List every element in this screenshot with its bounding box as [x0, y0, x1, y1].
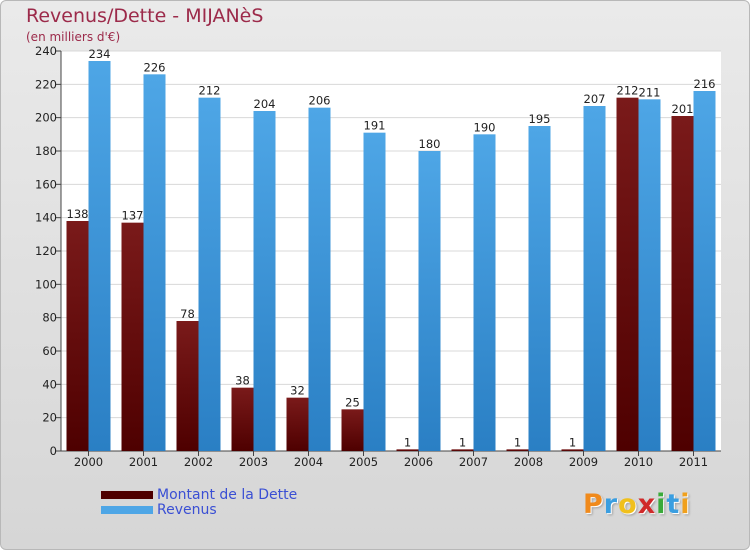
y-tick-label: 240 — [35, 44, 57, 58]
logo-letter: i — [680, 489, 691, 520]
bar-revenue — [528, 126, 551, 451]
y-tick-label: 140 — [35, 211, 57, 225]
data-label-revenue: 190 — [474, 120, 496, 134]
bar-revenue — [88, 61, 111, 451]
legend-swatch-debt — [101, 491, 153, 499]
data-label-debt: 1 — [404, 435, 411, 449]
data-label-revenue: 195 — [529, 112, 551, 126]
bar-debt — [561, 449, 584, 451]
legend-swatch-revenue — [101, 506, 153, 514]
data-label-debt: 201 — [672, 102, 694, 116]
data-label-revenue: 211 — [639, 85, 661, 99]
logo-letter: t — [666, 489, 681, 520]
legend-item-debt: Montant de la Dette — [101, 487, 297, 503]
bar-revenue — [198, 97, 221, 452]
data-label-debt: 212 — [617, 84, 639, 98]
x-tick-label: 2005 — [349, 455, 378, 469]
x-tick-label: 2011 — [679, 455, 708, 469]
data-label-revenue: 180 — [419, 137, 441, 151]
bar-debt — [451, 449, 474, 451]
chart-title: Revenus/Dette - MIJANèS — [26, 5, 264, 27]
data-label-debt: 25 — [345, 395, 360, 409]
data-label-revenue: 204 — [254, 97, 276, 111]
data-label-debt: 138 — [67, 207, 89, 221]
bar-debt — [176, 321, 199, 451]
y-tick-label: 180 — [35, 144, 57, 158]
y-tick-label: 200 — [35, 111, 57, 125]
bar-debt — [66, 221, 89, 451]
bar-revenue — [363, 132, 386, 451]
x-tick-label: 2002 — [184, 455, 213, 469]
bar-debt — [121, 222, 144, 451]
y-tick-label: 120 — [35, 244, 57, 258]
bar-revenue — [253, 111, 276, 451]
y-tick-label: 80 — [42, 311, 57, 325]
x-tick-label: 2001 — [129, 455, 158, 469]
bar-debt — [286, 397, 309, 451]
legend-item-revenue: Revenus — [101, 502, 217, 518]
logo-letter: x — [637, 489, 657, 520]
data-label-debt: 32 — [290, 384, 305, 398]
y-tick-label: 0 — [50, 444, 57, 458]
x-tick-label: 2006 — [404, 455, 433, 469]
bar-revenue — [143, 74, 166, 451]
logo-letter: i — [656, 489, 667, 520]
y-tick-label: 100 — [35, 277, 57, 291]
x-tick-label: 2009 — [569, 455, 598, 469]
y-tick-label: 20 — [42, 411, 57, 425]
legend-label-revenue: Revenus — [157, 502, 217, 518]
bar-revenue — [693, 91, 716, 451]
bar-debt — [231, 387, 254, 451]
data-label-revenue: 206 — [309, 94, 331, 108]
y-tick-label: 220 — [35, 77, 57, 91]
data-label-debt: 1 — [459, 435, 466, 449]
data-label-debt: 38 — [235, 374, 250, 388]
x-tick-label: 2000 — [74, 455, 103, 469]
x-tick-label: 2008 — [514, 455, 543, 469]
data-label-debt: 78 — [180, 307, 195, 321]
data-label-revenue: 234 — [89, 47, 111, 61]
bar-revenue — [308, 107, 331, 452]
bar-revenue — [638, 99, 661, 451]
bar-debt — [506, 449, 529, 451]
proxiti-logo: Proxiti — [583, 489, 691, 520]
x-tick-label: 2007 — [459, 455, 488, 469]
data-label-revenue: 207 — [584, 92, 606, 106]
logo-letter: o — [618, 489, 638, 520]
x-tick-label: 2010 — [624, 455, 653, 469]
x-tick-label: 2004 — [294, 455, 323, 469]
legend-label-debt: Montant de la Dette — [157, 487, 298, 503]
bar-debt — [616, 97, 639, 452]
logo-letter: r — [603, 489, 619, 520]
data-label-debt: 1 — [569, 435, 576, 449]
data-label-debt: 137 — [122, 209, 144, 223]
chart-subtitle: (en milliers d'€) — [26, 30, 121, 44]
bar-revenue — [473, 134, 496, 452]
data-label-debt: 1 — [514, 435, 521, 449]
data-label-revenue: 226 — [144, 60, 166, 74]
logo-letter: P — [583, 489, 604, 520]
data-label-revenue: 191 — [364, 119, 386, 133]
y-tick-label: 60 — [42, 344, 57, 358]
bar-debt — [396, 449, 419, 451]
bar-debt — [671, 116, 694, 451]
bar-revenue — [583, 106, 606, 451]
data-label-revenue: 212 — [199, 84, 221, 98]
bar-revenue — [418, 151, 441, 451]
y-tick-label: 40 — [42, 377, 57, 391]
y-tick-label: 160 — [35, 177, 57, 191]
x-tick-label: 2003 — [239, 455, 268, 469]
bar-debt — [341, 409, 364, 451]
data-label-revenue: 216 — [694, 77, 716, 91]
